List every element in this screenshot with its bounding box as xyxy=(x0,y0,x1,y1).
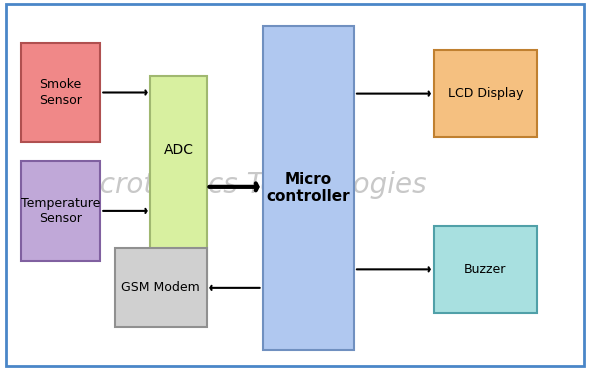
FancyBboxPatch shape xyxy=(21,161,100,261)
Text: Buzzer: Buzzer xyxy=(464,263,506,276)
Text: ADC: ADC xyxy=(163,143,194,157)
FancyBboxPatch shape xyxy=(115,248,206,327)
FancyBboxPatch shape xyxy=(21,43,100,142)
FancyBboxPatch shape xyxy=(150,76,206,298)
Text: GSM Modem: GSM Modem xyxy=(122,281,200,294)
Text: Temperature
Sensor: Temperature Sensor xyxy=(21,197,100,225)
FancyBboxPatch shape xyxy=(434,226,537,313)
Text: Microtronics Technologies: Microtronics Technologies xyxy=(68,171,427,199)
Text: Smoke
Sensor: Smoke Sensor xyxy=(39,78,82,107)
FancyBboxPatch shape xyxy=(263,26,354,350)
Text: Micro
controller: Micro controller xyxy=(267,172,350,204)
FancyBboxPatch shape xyxy=(434,50,537,137)
Text: LCD Display: LCD Display xyxy=(448,87,523,100)
